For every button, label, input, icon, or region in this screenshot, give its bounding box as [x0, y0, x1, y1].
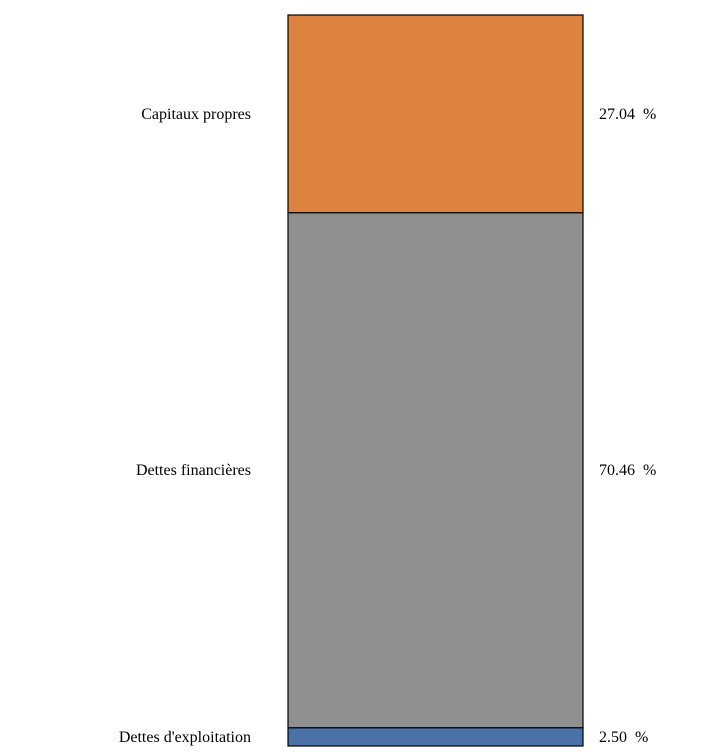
category-label: Dettes d'exploitation: [119, 729, 251, 746]
value-label: 70.46 %: [599, 462, 656, 479]
category-label: Dettes financières: [136, 462, 251, 479]
value-label: 27.04 %: [599, 106, 656, 123]
value-label: 2.50 %: [599, 729, 648, 746]
bar-segment: [287, 212, 584, 729]
category-label: Capitaux propres: [141, 106, 251, 123]
bar-segment: [287, 727, 584, 747]
bar-segment: [287, 14, 584, 214]
